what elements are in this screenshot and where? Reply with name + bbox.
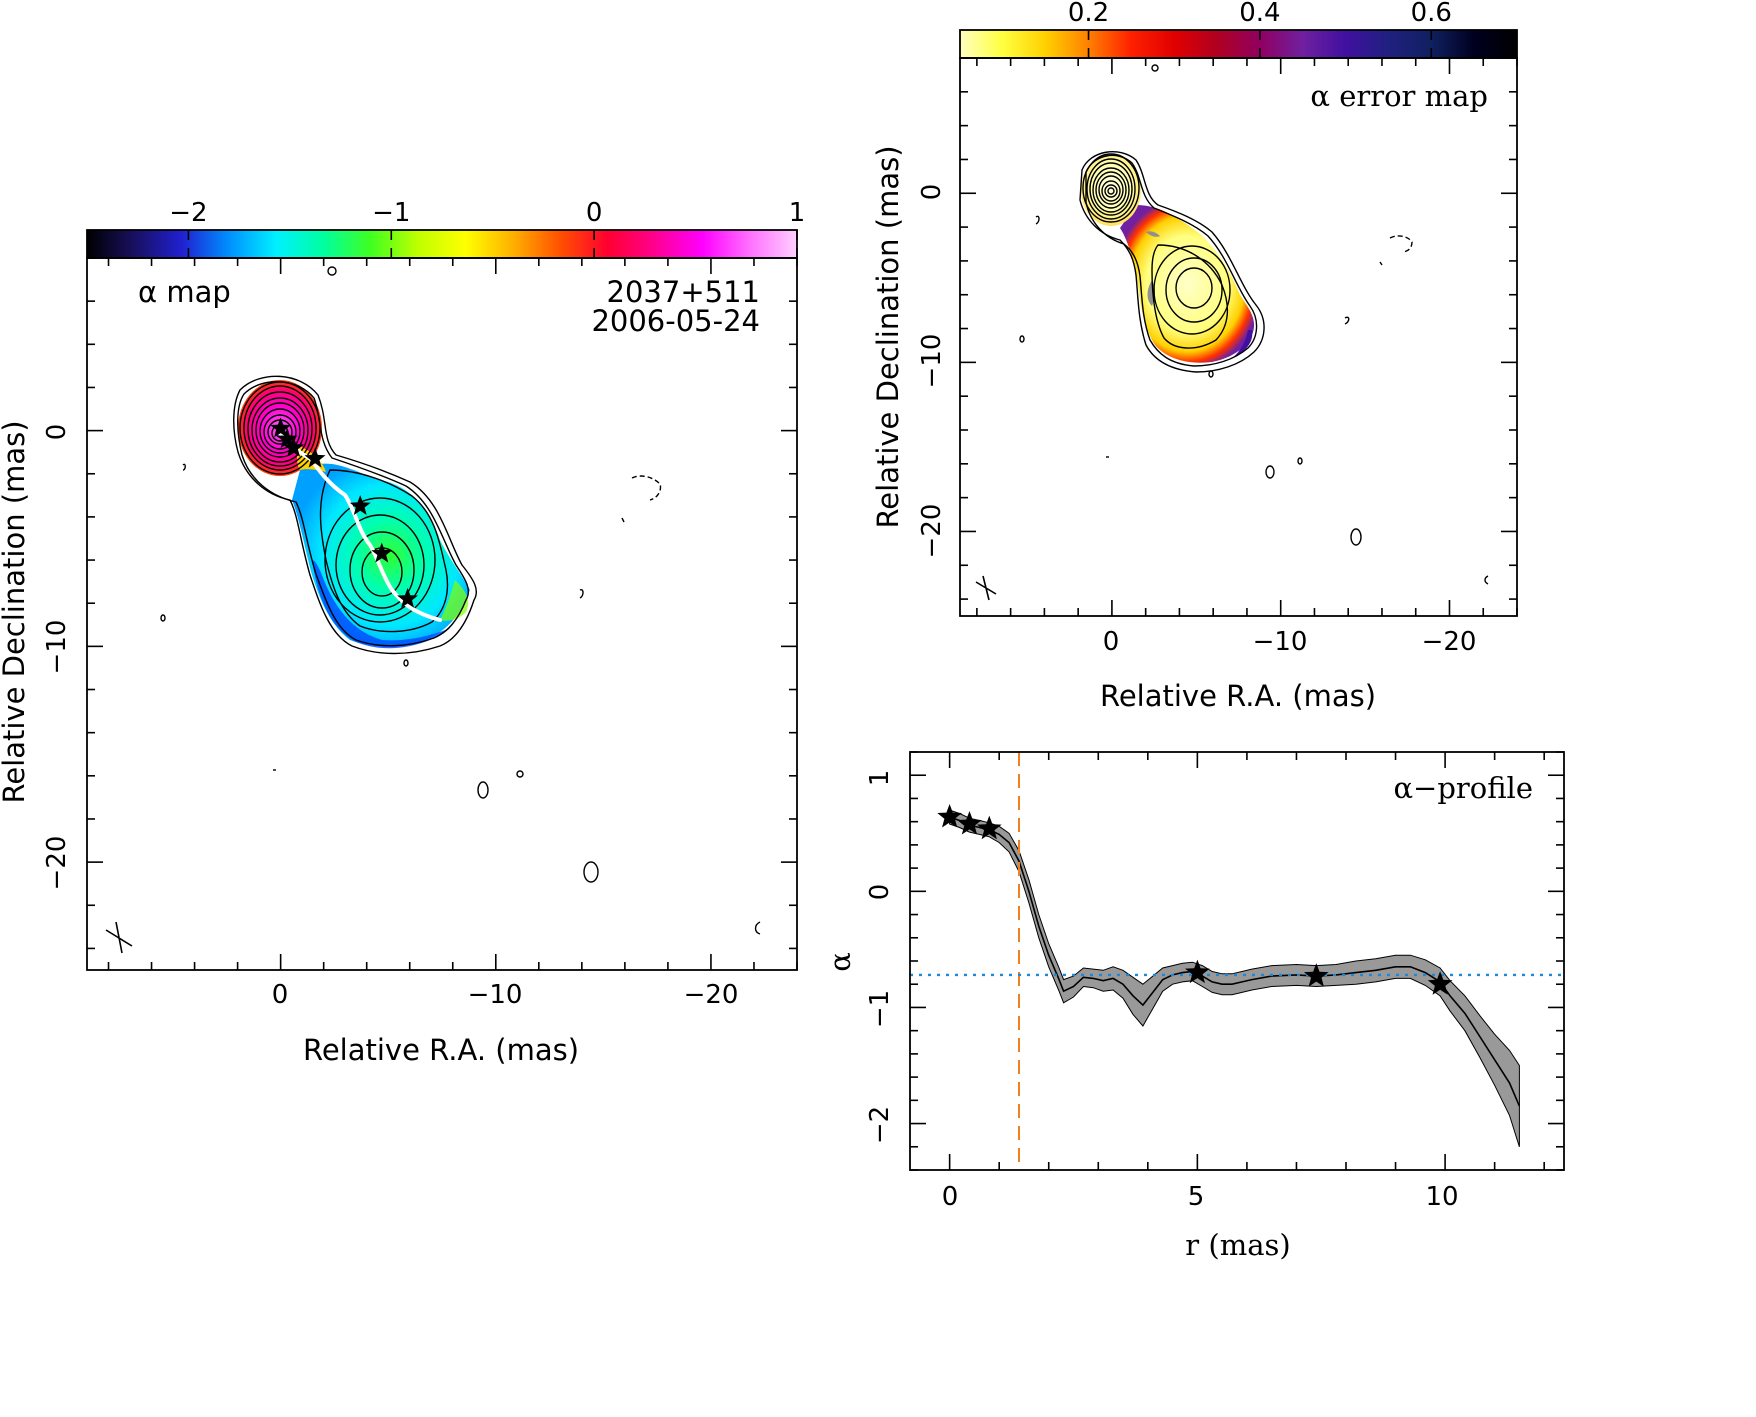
jet-edge-blue bbox=[312, 560, 450, 649]
profile-stars bbox=[937, 804, 1453, 995]
source-name: 2037+511 bbox=[607, 275, 760, 309]
ridge-stars bbox=[270, 417, 418, 608]
error-map-contours bbox=[1019, 64, 1489, 585]
alpha-profile-panel: α−profile 0 5 10 1 0 −1 −2 r (mas) α bbox=[823, 751, 1565, 1262]
ridge-star bbox=[304, 447, 326, 468]
error-map-ticks bbox=[960, 57, 1518, 616]
profile-star bbox=[1303, 963, 1329, 987]
colorbar-tick-label: −2 bbox=[169, 198, 207, 228]
observation-date: 2006-05-24 bbox=[591, 304, 760, 338]
alpha-map-xtick-1: −10 bbox=[468, 980, 523, 1010]
alpha-map-ytick-0: 0 bbox=[42, 424, 72, 441]
alpha-map-xlabel: Relative R.A. (mas) bbox=[303, 1033, 579, 1067]
profile-star bbox=[1185, 959, 1210, 984]
alpha-colorbar bbox=[86, 229, 798, 259]
colorbar-tick-label: 0.2 bbox=[1068, 0, 1109, 28]
ridge-star bbox=[283, 436, 304, 457]
ridge-star bbox=[276, 428, 298, 449]
profile-xtick-0: 0 bbox=[942, 1182, 959, 1212]
colorbar-tick-label: 0 bbox=[586, 198, 603, 228]
profile-ylabel: α bbox=[823, 952, 857, 972]
error-colorbar-ticks: 0.2 0.4 0.6 bbox=[1068, 0, 1452, 58]
alpha-map-panel: −2 −1 0 1 bbox=[0, 198, 805, 1067]
profile-ytick-0: 1 bbox=[865, 770, 895, 787]
error-map-xtick-2: −20 bbox=[1422, 627, 1477, 657]
profile-star bbox=[976, 815, 1002, 840]
error-map-frame bbox=[959, 57, 1518, 617]
error-colorbar bbox=[959, 29, 1518, 59]
alpha-map-ytick-1: −10 bbox=[42, 620, 72, 675]
ridge-star bbox=[349, 495, 371, 515]
error-map-xlabel: Relative R.A. (mas) bbox=[1100, 679, 1376, 713]
alpha-profile-line bbox=[949, 816, 1521, 1107]
error-map-ylabel: Relative Declination (mas) bbox=[871, 145, 905, 528]
error-map-xtick-0: 0 bbox=[1103, 627, 1120, 657]
error-map-xtick-1: −10 bbox=[1253, 627, 1308, 657]
alpha-profile-frame bbox=[909, 751, 1565, 1171]
colorbar-tick-label: 0.4 bbox=[1239, 0, 1280, 28]
alpha-colorbar-ticks: −2 −1 0 1 bbox=[169, 198, 805, 258]
profile-ytick-2: −1 bbox=[865, 990, 895, 1028]
alpha-map-xtick-2: −20 bbox=[684, 980, 739, 1010]
alpha-map-image bbox=[160, 266, 761, 935]
profile-star bbox=[957, 811, 982, 835]
alpha-map-title: α map bbox=[138, 275, 231, 309]
profile-star bbox=[1427, 971, 1453, 995]
error-edge bbox=[1232, 330, 1253, 358]
ridge-star bbox=[397, 587, 418, 608]
error-jet-region bbox=[1120, 205, 1255, 363]
alpha-map-frame bbox=[86, 257, 798, 971]
ridge-star bbox=[371, 542, 393, 563]
colorbar-tick-label: 0.6 bbox=[1411, 0, 1452, 28]
alpha-map-ytick-2: −20 bbox=[42, 836, 72, 891]
error-grey-patch-2 bbox=[1146, 231, 1160, 237]
error-beam-cross bbox=[975, 575, 997, 601]
error-map-ytick-1: −10 bbox=[917, 334, 947, 389]
profile-xtick-1: 5 bbox=[1188, 1182, 1205, 1212]
alpha-error-band bbox=[949, 809, 1520, 1147]
alpha-profile-ticks bbox=[910, 751, 1564, 1171]
error-map-title: α error map bbox=[1310, 79, 1488, 113]
profile-xtick-2: 10 bbox=[1425, 1182, 1458, 1212]
profile-star bbox=[937, 804, 962, 828]
profile-xlabel: r (mas) bbox=[1185, 1228, 1290, 1262]
alpha-map-ticks bbox=[87, 257, 798, 970]
error-map-image bbox=[1019, 64, 1489, 585]
error-map-ytick-0: 0 bbox=[917, 184, 947, 201]
profile-ytick-1: 0 bbox=[865, 884, 895, 901]
alpha-profile-title: α−profile bbox=[1393, 771, 1533, 805]
beam-cross bbox=[105, 921, 133, 954]
error-map-ytick-2: −20 bbox=[917, 504, 947, 559]
alpha-map-xtick-0: 0 bbox=[272, 980, 289, 1010]
profile-ytick-3: −2 bbox=[865, 1106, 895, 1144]
alpha-map-ylabel: Relative Declination (mas) bbox=[0, 420, 31, 803]
colorbar-tick-label: −1 bbox=[372, 198, 410, 228]
colorbar-tick-label: 1 bbox=[789, 198, 806, 228]
error-map-panel: 0.2 0.4 0.6 bbox=[871, 0, 1518, 713]
alpha-map-contours bbox=[160, 266, 761, 935]
ridge-star bbox=[270, 417, 292, 438]
